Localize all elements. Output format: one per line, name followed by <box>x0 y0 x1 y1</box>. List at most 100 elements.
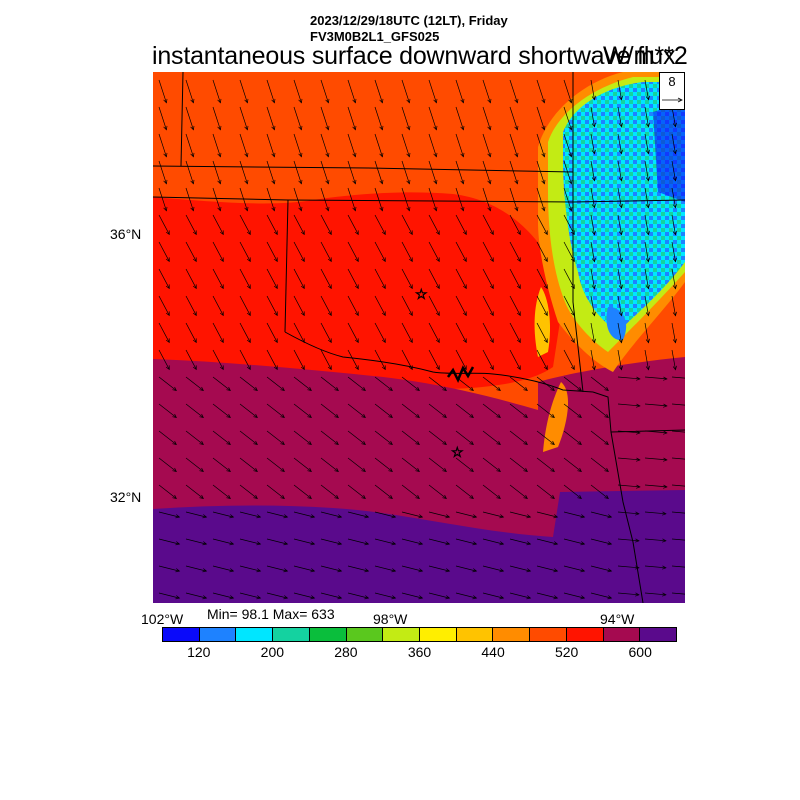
wind-vector-head <box>192 284 197 290</box>
wind-vector-shaft <box>455 511 477 518</box>
wind-vector-shaft <box>617 268 622 289</box>
wind-vector-shaft <box>536 160 545 184</box>
wind-vector-head <box>199 440 204 445</box>
wind-vector-head <box>543 230 548 236</box>
wind-vector-shaft <box>401 295 413 316</box>
cloud-region-cyan <box>563 82 685 332</box>
wind-vector-head <box>645 338 650 344</box>
wind-vector-head <box>541 152 546 158</box>
wind-vector-shaft <box>428 133 437 157</box>
wind-vector-shaft <box>401 349 413 370</box>
wind-vector-head <box>165 257 170 263</box>
wind-vector-shaft <box>509 484 528 499</box>
wind-vector-head <box>514 206 519 212</box>
wind-vector-shaft <box>644 214 649 235</box>
wind-vector-shaft <box>185 322 197 343</box>
wind-vector-shaft <box>509 79 518 103</box>
wind-vector-head <box>388 413 393 418</box>
wind-vector-shaft <box>482 457 501 472</box>
wind-vector-shaft <box>185 133 194 157</box>
wind-vector-head <box>499 595 505 600</box>
state-boundaries <box>153 72 685 603</box>
map-panel: ☆ ☆ <box>153 72 685 603</box>
wind-vector-head <box>334 440 339 445</box>
colorbar <box>162 627 677 642</box>
wind-vector-head <box>300 311 305 317</box>
wind-vector-head <box>300 230 305 236</box>
wind-vector-head <box>672 176 677 182</box>
colorbar-swatch <box>272 628 309 641</box>
wind-vector-head <box>460 152 465 158</box>
wind-vector-head <box>636 376 641 381</box>
wind-vector-head <box>307 413 312 418</box>
wind-vector-head <box>672 338 677 344</box>
wind-vector-shaft <box>158 538 180 545</box>
wind-vectors <box>158 79 685 600</box>
wind-vector-shaft <box>509 295 521 316</box>
wind-vector-shaft <box>212 160 221 184</box>
wind-vector-shaft <box>428 214 440 235</box>
wind-vector-head <box>165 338 170 344</box>
wind-vector-head <box>352 125 357 131</box>
wind-vector-head <box>663 403 668 408</box>
wind-vector-shaft <box>590 214 595 235</box>
wind-vector-head <box>604 386 609 391</box>
wind-vector-shaft <box>509 349 521 370</box>
wind-vector-head <box>618 149 623 155</box>
wind-vector-shaft <box>536 538 558 545</box>
wind-vector-head <box>408 257 413 263</box>
wind-vector-shaft <box>347 376 366 391</box>
flux-region-purple <box>153 490 685 603</box>
wind-vector-head <box>298 206 303 212</box>
wind-vector-shaft <box>509 268 521 289</box>
wind-vector-head <box>435 230 440 236</box>
wind-vector-shaft <box>239 484 258 499</box>
wind-vector-shaft <box>617 214 622 235</box>
wind-vector-shaft <box>509 160 518 184</box>
wind-vector-head <box>406 98 411 104</box>
wind-vector-shaft <box>158 376 177 391</box>
wind-vector-shaft <box>293 457 312 472</box>
wind-vector-shaft <box>617 349 622 370</box>
wind-vector-shaft <box>266 484 285 499</box>
wind-vector-head <box>591 311 596 317</box>
wind-vector-shaft <box>482 133 491 157</box>
wind-vector-shaft <box>509 214 521 235</box>
wind-vector-head <box>645 203 650 209</box>
wind-vector-head <box>435 365 440 371</box>
wind-vector-head <box>307 386 312 391</box>
wind-vector-head <box>435 311 440 317</box>
wind-vector-head <box>172 413 177 418</box>
wind-vector-head <box>489 230 494 236</box>
wind-vector-head <box>568 98 573 104</box>
wind-vector-head <box>487 98 492 104</box>
wind-vector-shaft <box>590 484 609 499</box>
wind-vector-head <box>280 440 285 445</box>
wind-vector-shaft <box>563 214 575 235</box>
wind-vector-shaft <box>644 538 666 542</box>
wind-vector-shaft <box>374 592 396 599</box>
wind-vector-head <box>408 365 413 371</box>
wind-vector-head <box>273 365 278 371</box>
wind-vector-shaft <box>347 484 366 499</box>
wind-vector-head <box>334 467 339 472</box>
wind-vector-head <box>580 595 586 600</box>
wind-vector-head <box>352 152 357 158</box>
wind-vector-shaft <box>671 592 685 595</box>
wind-vector-head <box>663 457 668 462</box>
wind-vector-shaft <box>401 565 423 572</box>
wind-vector-shaft <box>644 349 649 370</box>
wind-vector-head <box>496 386 501 391</box>
wind-vector-head <box>300 284 305 290</box>
wind-vector-shaft <box>266 403 285 418</box>
wind-vector-shaft <box>590 430 609 445</box>
wind-vector-head <box>550 467 555 472</box>
wind-vector-head <box>462 284 467 290</box>
wind-vector-head <box>310 541 316 546</box>
colorbar-swatch <box>602 628 640 641</box>
lat-label-36n: 36°N <box>110 226 142 242</box>
wind-vector-head <box>591 257 596 263</box>
wind-vector-head <box>672 257 677 263</box>
wind-vector-head <box>418 541 424 546</box>
colorbar-swatch <box>382 628 420 641</box>
